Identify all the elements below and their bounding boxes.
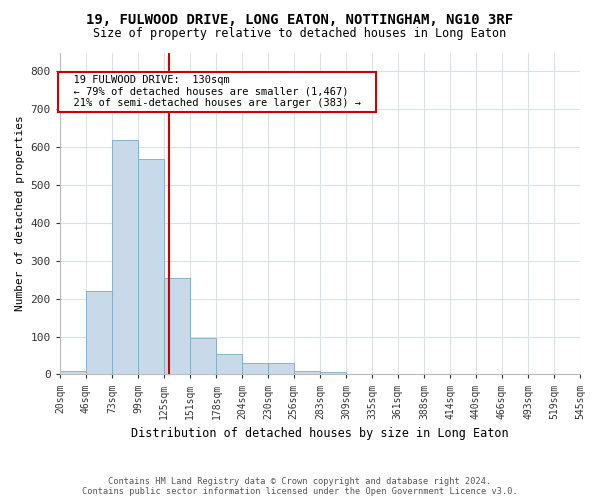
Bar [217,354,242,374]
Text: Contains public sector information licensed under the Open Government Licence v3: Contains public sector information licen… [82,487,518,496]
Bar [190,338,217,374]
X-axis label: Distribution of detached houses by size in Long Eaton: Distribution of detached houses by size … [131,427,509,440]
Bar [86,291,112,374]
Bar [293,370,320,374]
Text: 19 FULWOOD DRIVE:  130sqm
  ← 79% of detached houses are smaller (1,467)
  21% o: 19 FULWOOD DRIVE: 130sqm ← 79% of detach… [61,75,373,108]
Bar [164,278,190,374]
Bar [268,363,293,374]
Bar [60,370,86,374]
Y-axis label: Number of detached properties: Number of detached properties [15,116,25,312]
Bar [242,363,268,374]
Text: Contains HM Land Registry data © Crown copyright and database right 2024.: Contains HM Land Registry data © Crown c… [109,477,491,486]
Text: Size of property relative to detached houses in Long Eaton: Size of property relative to detached ho… [94,28,506,40]
Bar [138,158,164,374]
Text: 19, FULWOOD DRIVE, LONG EATON, NOTTINGHAM, NG10 3RF: 19, FULWOOD DRIVE, LONG EATON, NOTTINGHA… [86,12,514,26]
Bar [320,372,346,374]
Bar [112,140,138,374]
